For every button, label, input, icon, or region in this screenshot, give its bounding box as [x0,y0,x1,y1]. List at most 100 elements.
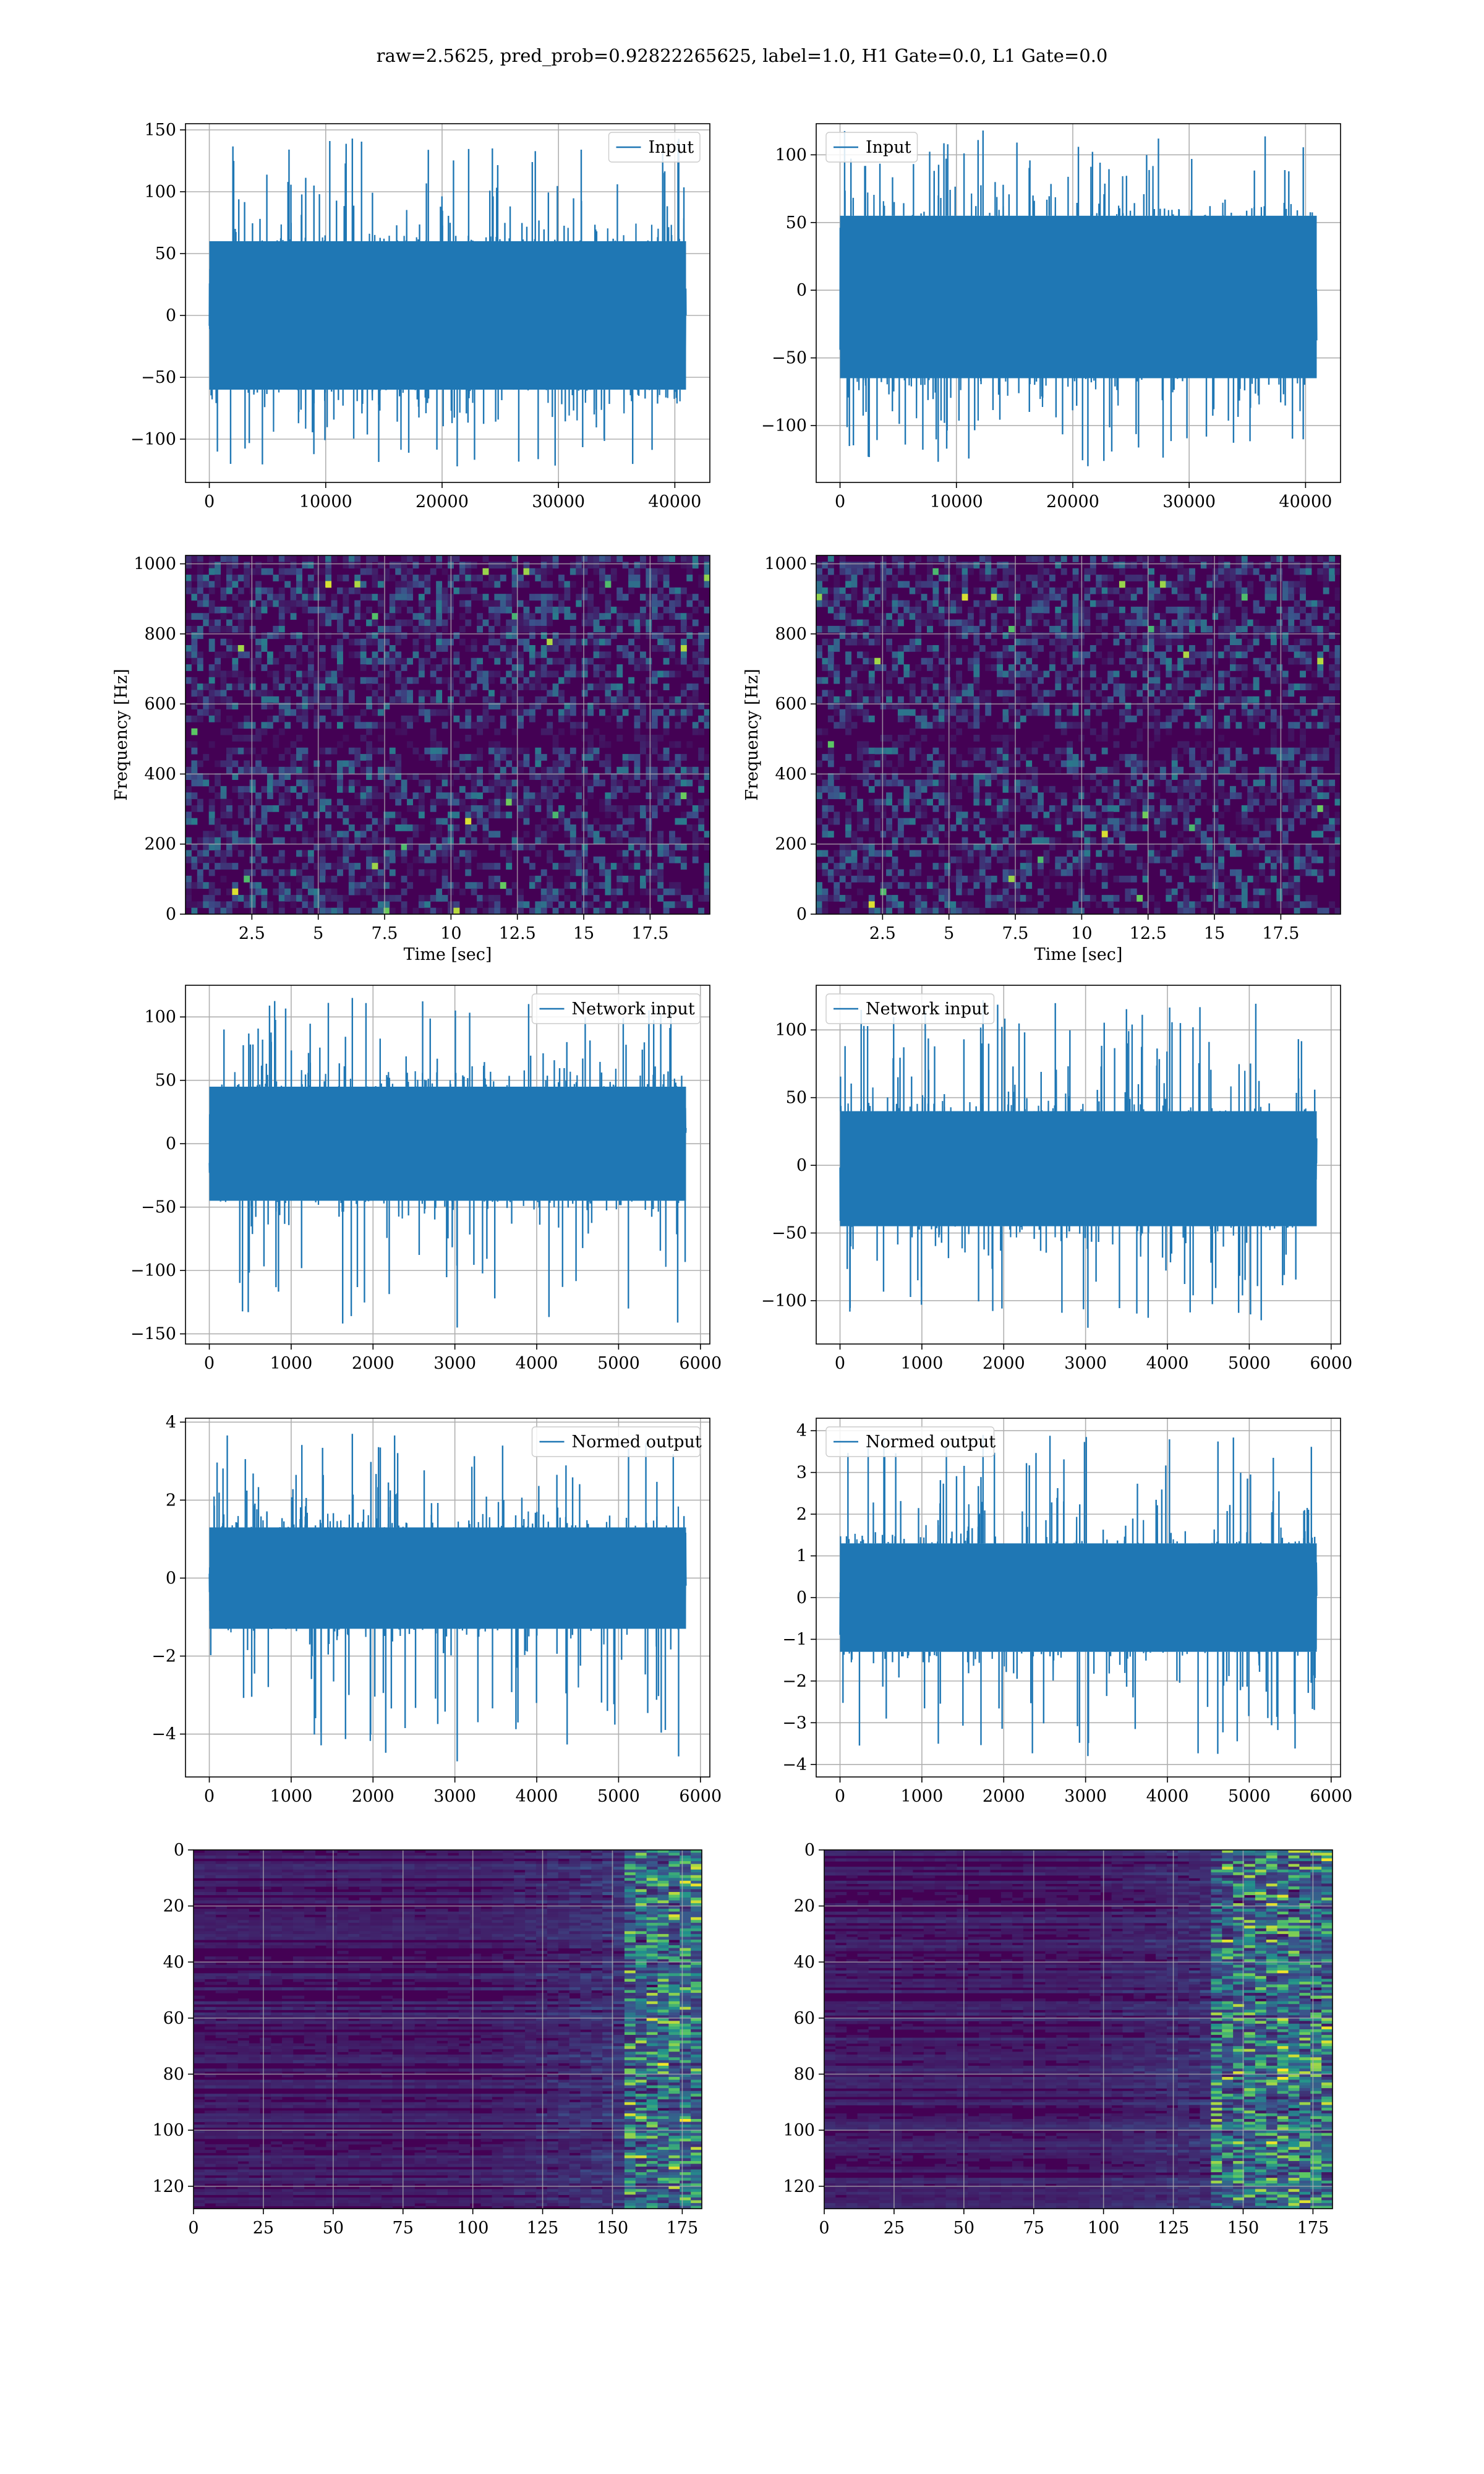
heatmap-cell [927,600,933,607]
heatmap-cell [680,863,687,870]
heatmap-cell [1101,837,1108,844]
heatmap-cell [430,907,437,915]
heatmap-cell [1142,798,1149,806]
heatmap-cell [220,850,227,857]
heatmap-cell [307,907,314,915]
heatmap-cell [482,581,489,588]
heatmap-cell [1183,568,1190,575]
heatmap-cell [1084,619,1091,627]
heatmap-cell [1189,619,1195,627]
heatmap-cell [506,690,513,697]
heatmap-cell [1317,568,1324,575]
heatmap-cell [927,766,933,774]
heatmap-cell [599,555,605,562]
heatmap-cell [576,722,582,729]
heatmap-cell [488,779,495,787]
heatmap-cell [932,683,939,690]
heatmap-cell [1031,811,1038,819]
heatmap-cell [657,555,664,562]
heatmap-cell [290,741,297,748]
heatmap-cell [552,741,559,748]
heatmap-cell [669,844,675,850]
heatmap-cell [599,741,605,748]
heatmap-cell [646,690,652,697]
heatmap-cell [1060,657,1067,665]
heatmap-cell [634,850,641,857]
y-tick-label: 0 [166,905,176,924]
heatmap-cell [1031,703,1038,710]
heatmap-cell [874,657,881,665]
heatmap-cell [569,747,576,755]
heatmap-cell [325,606,332,614]
heatmap-cell [1241,664,1248,671]
heatmap-cell [249,632,256,640]
heatmap-cell [430,741,437,748]
heatmap-cell [1055,683,1062,690]
heatmap-cell [296,766,302,774]
heatmap-cell [827,792,834,800]
heatmap-cell [686,664,693,671]
heatmap-cell [1235,792,1242,800]
heatmap-cell [494,600,501,607]
heatmap-cell [868,683,875,690]
heatmap-cell [868,837,875,844]
heatmap-cell [1166,555,1172,562]
heatmap-cell [1043,600,1050,607]
heatmap-cell [471,798,477,806]
heatmap-cell [523,747,530,755]
heatmap-cell [307,779,314,787]
heatmap-cell [441,709,448,716]
heatmap-cell [686,741,693,748]
heatmap-cell [1224,568,1230,575]
heatmap-cell [343,600,349,607]
heatmap-cell [569,785,576,793]
heatmap-cell [208,844,215,850]
heatmap-cell [296,779,302,787]
heatmap-cell [389,856,396,863]
heatmap-cell [1241,555,1248,562]
heatmap-cell [395,728,402,735]
heatmap-cell [1235,562,1242,569]
heatmap-cell [1148,664,1154,671]
heatmap-cell [226,844,232,850]
heatmap-cell [518,600,524,607]
heatmap-cell [1206,581,1213,588]
heatmap-cell [523,709,530,716]
heatmap-cell [523,805,530,812]
heatmap-cell [991,664,997,671]
heatmap-cell [1107,818,1114,825]
heatmap-cell [897,619,904,627]
heatmap-cell [1060,651,1067,659]
heatmap-cell [593,562,600,569]
heatmap-cell [680,901,687,909]
heatmap-cell [325,683,332,690]
heatmap-cell [523,645,530,652]
heatmap-cell [1300,651,1306,659]
heatmap-cell [424,709,431,716]
heatmap-cell [868,657,875,665]
heatmap-cell [868,773,875,780]
heatmap-cell [692,619,699,627]
heatmap-cell [1142,703,1149,710]
heatmap-cell [932,581,939,588]
heatmap-cell [991,754,997,761]
heatmap-cell [622,818,629,825]
heatmap-cell [1014,715,1021,722]
heatmap-cell [698,818,705,825]
heatmap-cell [932,785,939,793]
heatmap-cell [1288,645,1295,652]
heatmap-cell [973,747,980,755]
heatmap-cell [389,811,396,819]
heatmap-cell [360,798,367,806]
heatmap-cell [407,696,413,703]
heatmap-cell [593,754,600,761]
heatmap-cell [232,594,239,601]
heatmap-cell [587,581,594,588]
heatmap-cell [1136,766,1143,774]
heatmap-cell [1323,715,1329,722]
heatmap-cell [1119,690,1125,697]
heatmap-cell [377,670,384,678]
heatmap-cell [412,575,419,581]
y-tick-label: −100 [761,416,807,435]
heatmap-cell [956,562,963,569]
